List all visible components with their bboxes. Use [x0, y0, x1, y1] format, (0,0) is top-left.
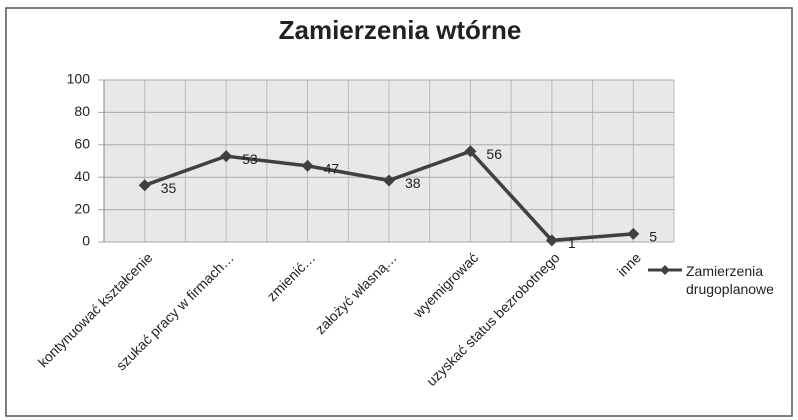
data-label: 35 — [161, 180, 177, 196]
y-tick-label: 20 — [74, 200, 90, 216]
marker — [301, 159, 314, 172]
data-label: 56 — [486, 146, 502, 162]
y-tick-label: 40 — [74, 168, 90, 184]
legend-marker — [660, 265, 670, 275]
data-label: 5 — [649, 229, 657, 245]
legend-label: Zamierzenia drugoplanowe — [686, 263, 774, 297]
y-tick-label: 60 — [74, 136, 90, 152]
marker — [138, 179, 151, 192]
data-label: 53 — [242, 151, 258, 167]
marker — [383, 174, 395, 187]
data-label: 1 — [568, 235, 576, 251]
y-tick-label: 0 — [82, 233, 90, 249]
data-label: 38 — [405, 175, 421, 191]
marker — [627, 227, 640, 240]
y-tick-label: 100 — [67, 71, 91, 87]
data-label: 47 — [324, 161, 340, 177]
chart-title: Zamierzenia wtórne — [279, 15, 522, 45]
marker — [220, 150, 233, 163]
y-tick-label: 80 — [74, 103, 90, 119]
marker — [464, 145, 477, 158]
marker — [545, 234, 558, 247]
